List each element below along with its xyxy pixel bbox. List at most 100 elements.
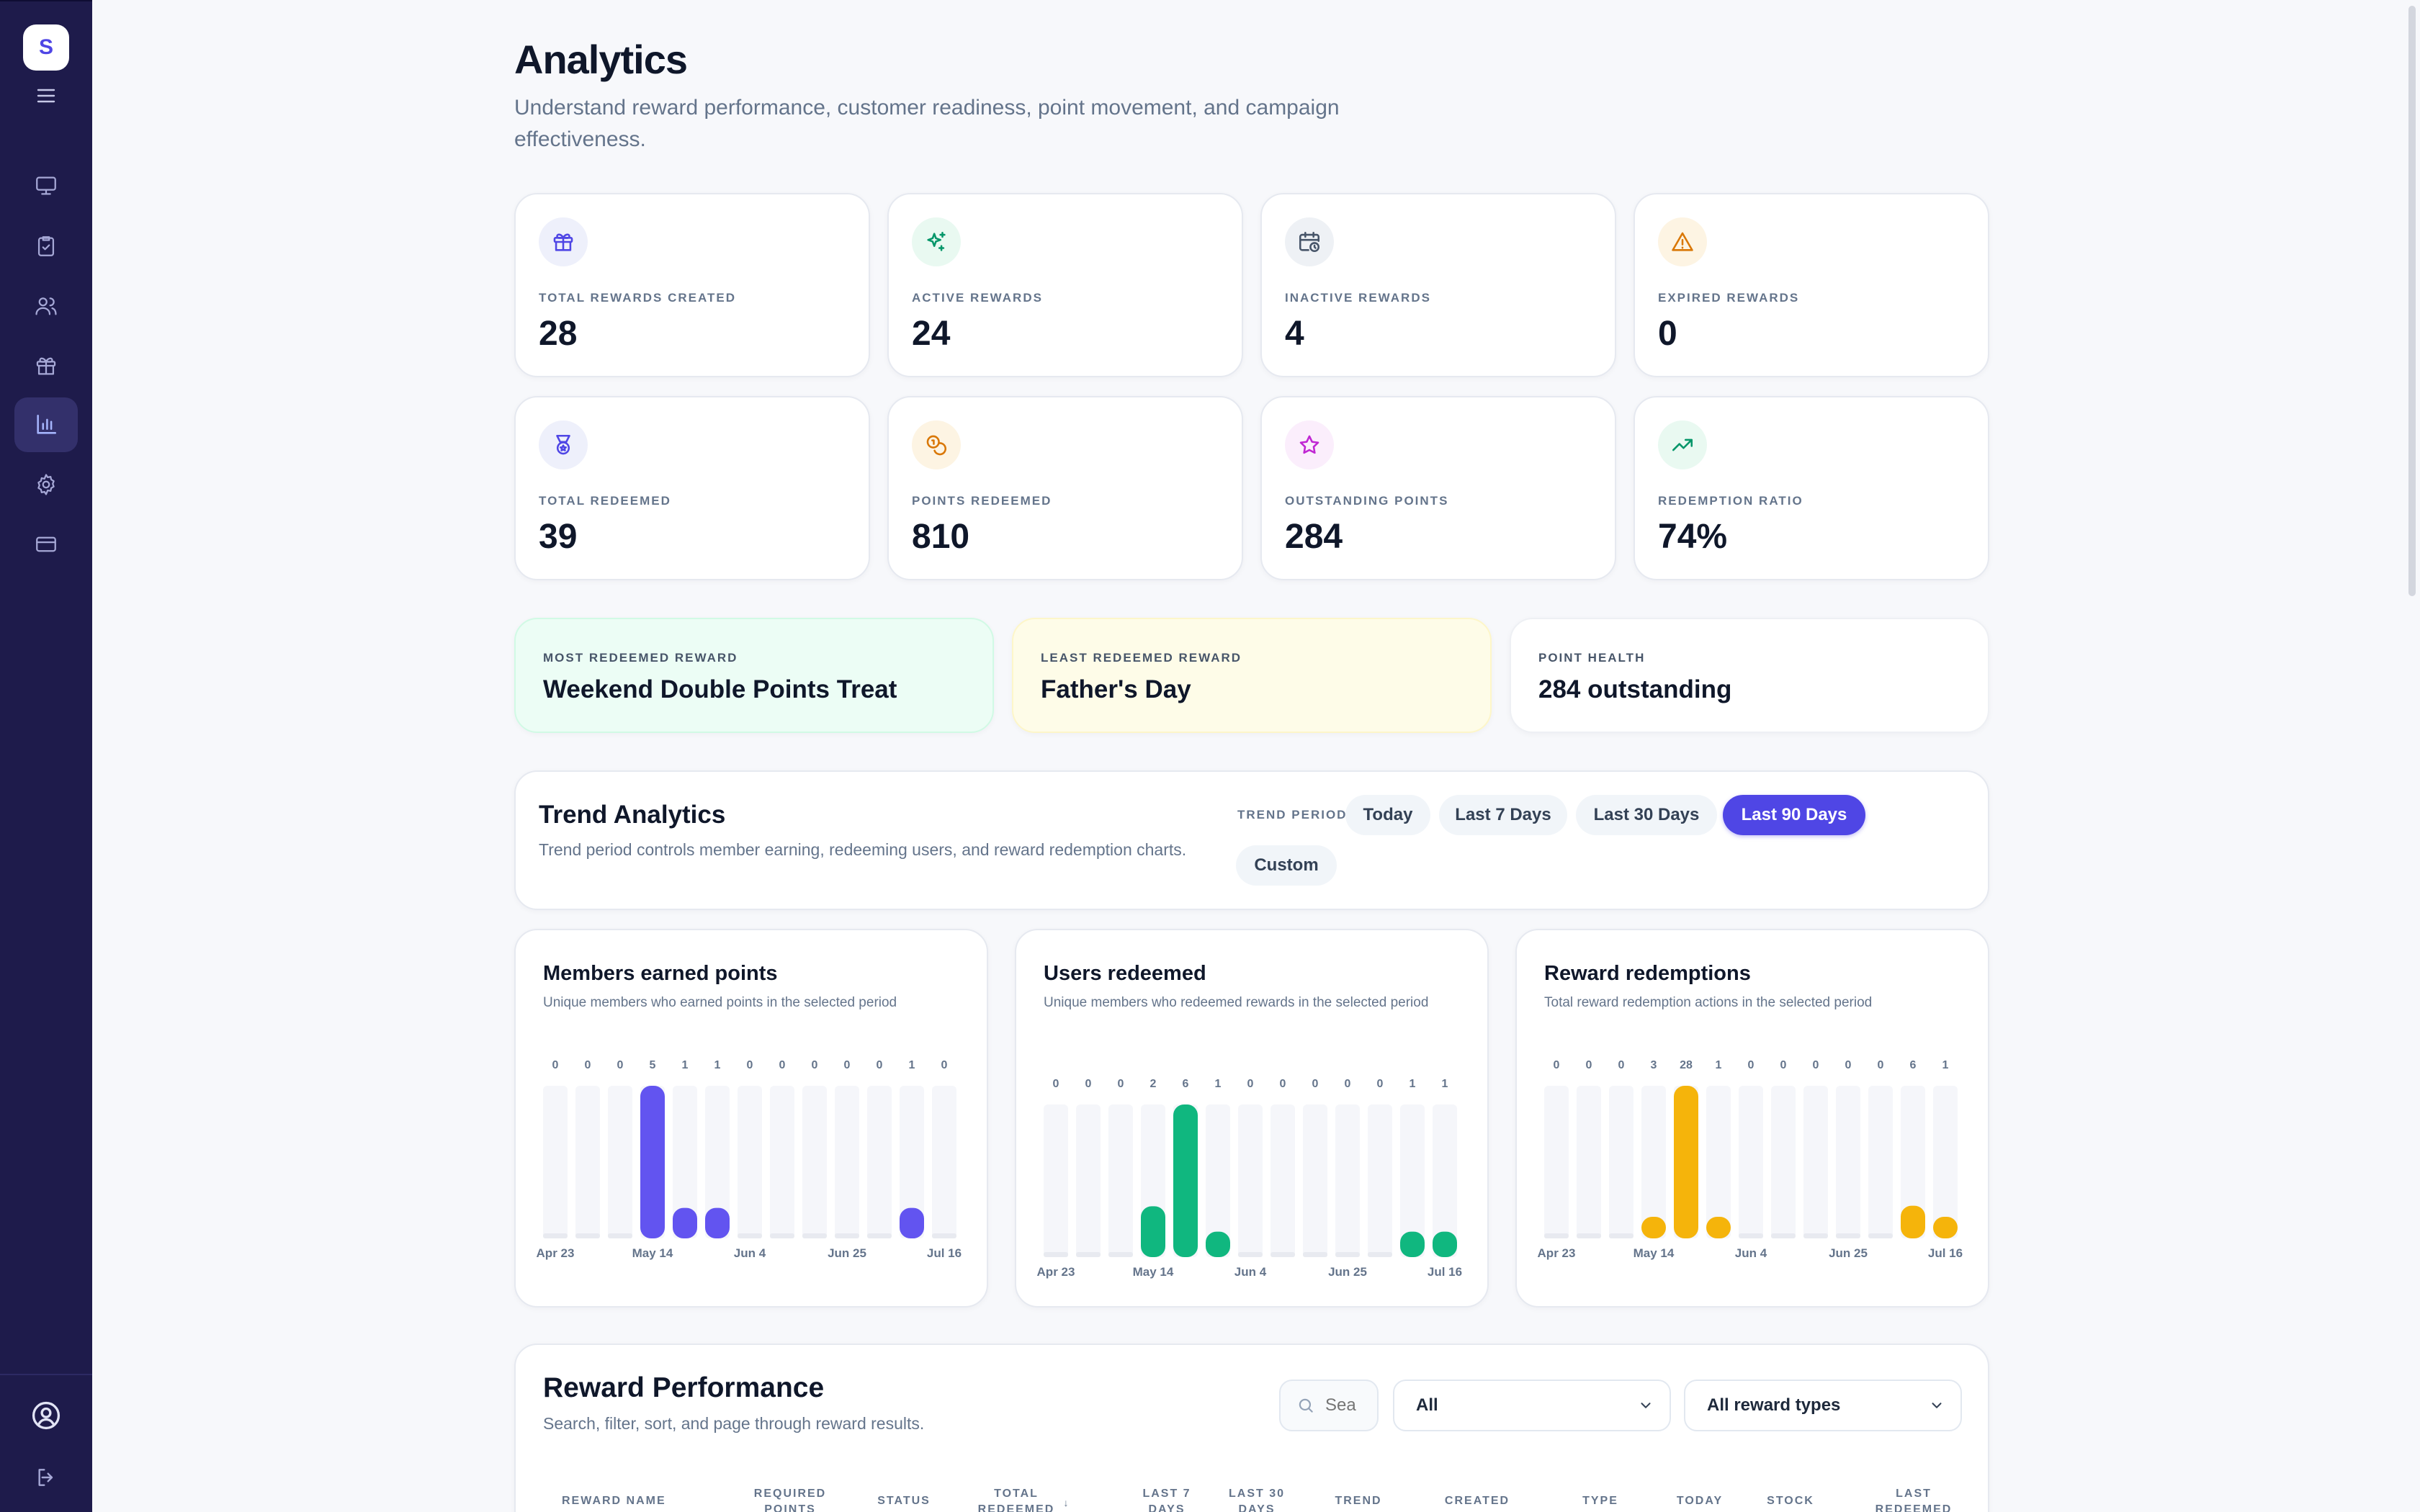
x-tick-label: Jun 25 [1328,1265,1367,1279]
x-tick-label: Apr 23 [1538,1246,1576,1260]
nav-dashboard[interactable] [14,158,78,213]
bar[interactable] [1609,1233,1634,1238]
column-header-trend[interactable]: TREND [1335,1495,1382,1507]
bar[interactable] [770,1233,794,1238]
bar[interactable] [1433,1231,1457,1257]
column-header-status[interactable]: STATUS [877,1495,931,1507]
column-header-last-30-days[interactable]: LAST 30 DAYS [1228,1488,1285,1512]
bar-chart-icon [37,414,57,434]
bar[interactable] [1577,1233,1601,1238]
search-field[interactable] [1279,1380,1379,1431]
stat-label: TOTAL REDEEMED [539,494,671,508]
nav-analytics[interactable] [14,397,78,452]
chart-subtitle: Total reward redemption actions in the s… [1544,995,1873,1010]
page-subtitle: Understand reward performance, customer … [514,96,1340,151]
bar[interactable] [1238,1252,1263,1257]
data-label: 0 [1618,1059,1625,1071]
search-input[interactable] [1325,1395,1368,1416]
column-header-today[interactable]: TODAY [1676,1495,1724,1507]
column-header-total-redeemed[interactable]: TOTAL REDEEMED [977,1488,1055,1512]
nav-billing[interactable] [14,517,78,572]
bar[interactable] [1303,1252,1327,1257]
period-90-days-button[interactable]: Last 90 Days [1723,795,1865,835]
data-label: 0 [1053,1078,1059,1090]
nav-rewards[interactable] [14,338,78,393]
bar[interactable] [1206,1231,1230,1257]
bar[interactable] [608,1233,632,1238]
stat-value: 24 [912,315,951,353]
nav-settings[interactable] [14,457,78,512]
trend-title: Trend Analytics [539,801,726,829]
profile-button[interactable] [24,1394,68,1437]
bar[interactable] [1836,1233,1860,1238]
bar[interactable] [640,1086,665,1238]
clipboard-check-icon [37,236,55,256]
bar[interactable] [1270,1252,1295,1257]
data-label: 0 [877,1059,883,1071]
bar[interactable] [1076,1252,1101,1257]
bar[interactable] [835,1233,859,1238]
column-header-stock[interactable]: STOCK [1767,1495,1814,1507]
bar[interactable] [1108,1252,1133,1257]
bar[interactable] [543,1233,568,1238]
bar[interactable] [1674,1086,1698,1238]
user-circle-icon [32,1401,60,1430]
data-label: 1 [682,1059,689,1071]
bar[interactable] [1868,1233,1893,1238]
bar[interactable] [1706,1217,1731,1238]
bar[interactable] [932,1233,956,1238]
bar[interactable] [1141,1206,1165,1257]
highlight-value: Father's Day [1041,675,1191,703]
column-header-reward-name[interactable]: REWARD NAME [562,1495,666,1507]
period-custom-button[interactable]: Custom [1236,845,1337,886]
menu-icon[interactable] [33,85,59,107]
bar[interactable] [705,1207,730,1238]
nav-members[interactable] [14,279,78,333]
bar[interactable] [802,1233,827,1238]
period-30-days-button[interactable]: Last 30 Days [1576,795,1717,835]
data-label: 0 [1780,1059,1787,1071]
column-header-required-points[interactable]: REQUIRED POINTS [753,1488,827,1512]
bar[interactable] [575,1233,600,1238]
column-header-last-7-days[interactable]: LAST 7 DAYS [1142,1488,1191,1512]
bar[interactable] [900,1207,924,1238]
status-filter-select[interactable]: All [1393,1380,1671,1431]
bar[interactable] [673,1207,697,1238]
bar[interactable] [738,1233,762,1238]
chart-card-reward-redemptions: Reward redemptions Total reward redempti… [1515,929,1989,1308]
period-7-days-button[interactable]: Last 7 Days [1439,795,1567,835]
bar[interactable] [1544,1233,1569,1238]
bar[interactable] [867,1233,892,1238]
nav-tasks[interactable] [14,219,78,274]
period-today-button[interactable]: Today [1345,795,1430,835]
type-filter-select[interactable]: All reward types [1684,1380,1962,1431]
bar[interactable] [1044,1252,1068,1257]
logout-button[interactable] [29,1460,63,1495]
bar[interactable] [1400,1231,1425,1257]
bar[interactable] [1641,1217,1666,1238]
column-header-last-redeemed[interactable]: LAST REDEEMED [1875,1488,1953,1512]
bar[interactable] [1173,1104,1198,1257]
bar[interactable] [1771,1233,1796,1238]
stat-card-outstanding-points: OUTSTANDING POINTS 284 [1260,396,1616,580]
sort-down-icon[interactable]: ↓ [1063,1497,1070,1508]
bar[interactable] [1901,1205,1925,1238]
bar[interactable] [1739,1233,1763,1238]
bar[interactable] [1933,1217,1958,1238]
app-logo[interactable]: S [23,24,69,71]
column-header-type[interactable]: TYPE [1582,1495,1618,1507]
highlight-label: POINT HEALTH [1538,651,1646,665]
bar[interactable] [1803,1233,1828,1238]
data-label: 0 [1312,1078,1319,1090]
stat-label: OUTSTANDING POINTS [1285,494,1449,508]
stat-card-total-redeemed: TOTAL REDEEMED 39 [514,396,870,580]
stat-value: 810 [912,518,970,556]
bar-track [1044,1104,1068,1257]
bar-track [1771,1086,1796,1238]
point-health-card: POINT HEALTH 284 outstanding [1510,618,1989,733]
bar[interactable] [1335,1252,1360,1257]
column-header-created[interactable]: CREATED [1444,1495,1510,1507]
page-scrollbar[interactable] [2408,6,2416,596]
bar[interactable] [1368,1252,1392,1257]
